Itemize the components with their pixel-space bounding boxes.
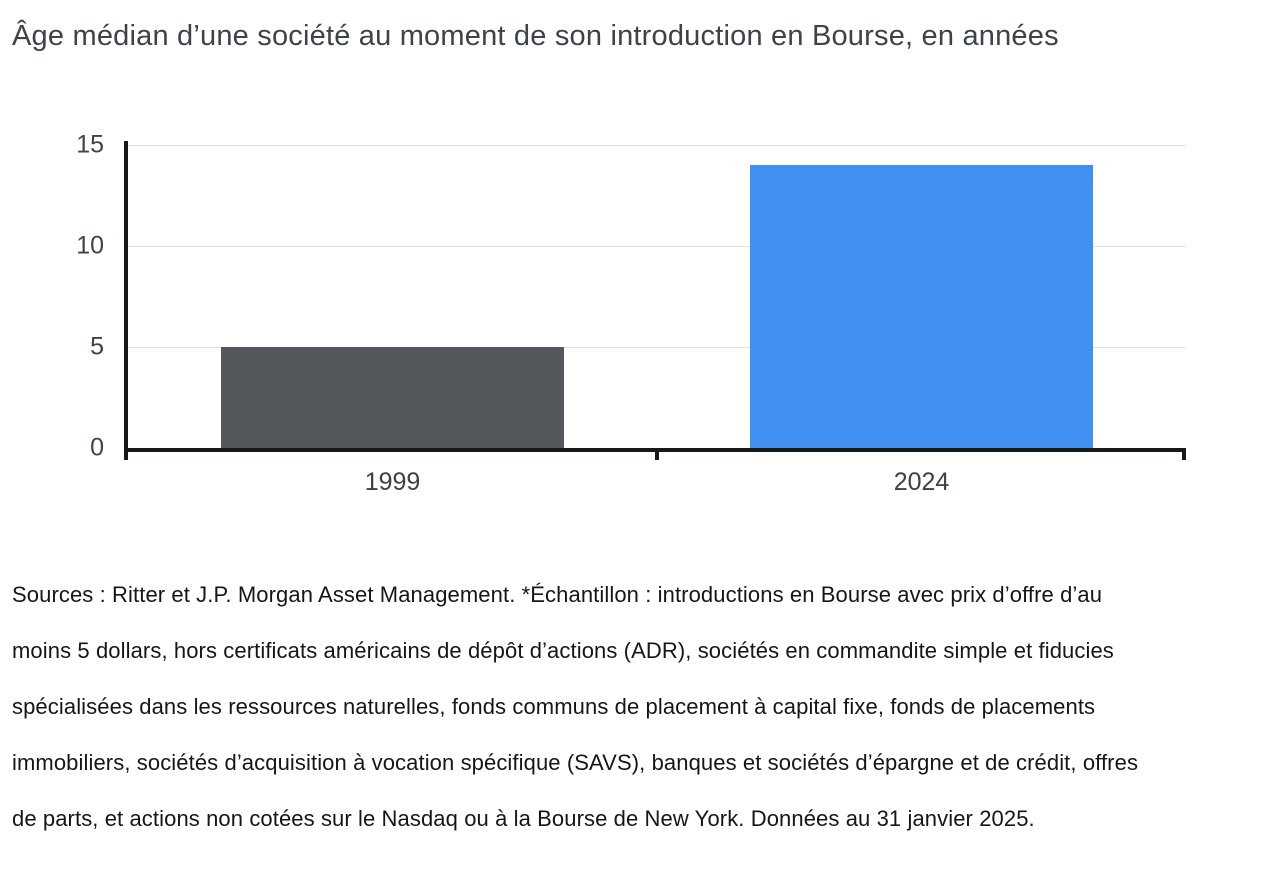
source-note: Sources : Ritter et J.P. Morgan Asset Ma… [12, 567, 1247, 847]
x-axis-tick-1 [655, 452, 659, 460]
bar-1999 [220, 347, 565, 448]
source-note-line-3: spécialisées dans les ressources naturel… [12, 694, 1096, 719]
gridline-15 [128, 145, 1186, 146]
x-axis-label-1999: 1999 [364, 468, 421, 496]
plot-area [128, 145, 1186, 448]
source-note-line-5: de parts, et actions non cotées sur le N… [12, 806, 1035, 831]
source-note-line-1: Sources : Ritter et J.P. Morgan Asset Ma… [12, 582, 1103, 607]
x-axis-line [124, 448, 1186, 452]
x-axis-label-2024: 2024 [893, 468, 950, 496]
source-note-line-2: moins 5 dollars, hors certificats améric… [12, 638, 1114, 663]
x-axis-tick-2 [1182, 448, 1186, 460]
gridline-10 [128, 246, 1186, 247]
gridline-5 [128, 347, 1186, 348]
median-ipo-age-chart: 0 5 10 15 1999 2024 [76, 130, 1186, 496]
chart-title: Âge médian d’une société au moment de so… [12, 20, 1059, 52]
source-note-line-4: immobiliers, sociétés d’acquisition à vo… [12, 750, 1139, 775]
y-axis-label-10: 10 [76, 231, 104, 260]
bar-2024 [749, 165, 1094, 448]
y-axis-label-15: 15 [76, 130, 104, 159]
y-axis-label-5: 5 [90, 332, 104, 361]
y-axis-line [124, 141, 128, 460]
y-axis-label-0: 0 [90, 433, 104, 462]
